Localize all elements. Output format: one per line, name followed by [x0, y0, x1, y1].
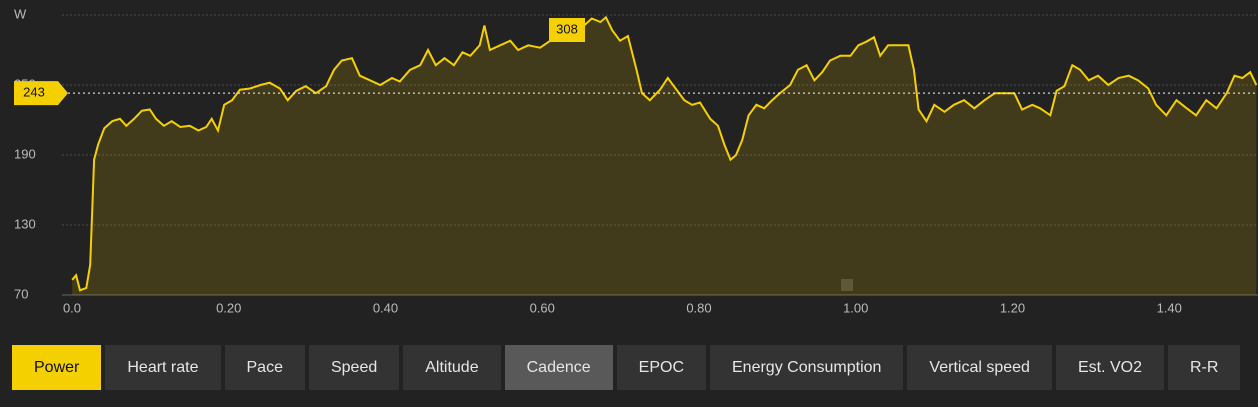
- tab[interactable]: EPOC: [616, 345, 706, 390]
- tab[interactable]: Altitude: [403, 345, 501, 390]
- x-tick-label: 0.80: [686, 300, 711, 315]
- tab-bar: Power Heart rate Pace Speed Altitude Cadence E…: [12, 345, 1241, 390]
- chart: W 701301902500.00.200.400.600.801.001.20…: [14, 6, 1258, 315]
- marker: [841, 279, 853, 291]
- max-label: 308: [556, 21, 578, 36]
- area: [72, 17, 1257, 296]
- average-label: 243: [23, 85, 45, 100]
- tab[interactable]: R-R: [1167, 345, 1241, 390]
- y-tick-label: 190: [14, 146, 36, 161]
- x-tick-label: 0.0: [63, 300, 81, 315]
- x-tick-label: 0.60: [530, 300, 555, 315]
- line: [71, 15, 1258, 292]
- x-tick-label: 1.00: [843, 300, 868, 315]
- y-tick-label: 70: [14, 286, 28, 301]
- x-tick-label: 0.20: [216, 300, 241, 315]
- y-axis-label: W: [14, 6, 27, 21]
- max-tag: [549, 18, 585, 42]
- tab[interactable]: Heart rate: [105, 345, 221, 390]
- x-tick-label: 1.20: [1000, 300, 1025, 315]
- tab[interactable]: Vertical speed: [907, 345, 1052, 390]
- x-tick-label: 0.40: [373, 300, 398, 315]
- tab[interactable]: Energy Consumption: [710, 345, 904, 390]
- tab[interactable]: Est. VO2: [1055, 345, 1164, 390]
- y-tick-label: 130: [14, 216, 36, 231]
- average-tag: [14, 81, 68, 106]
- tab[interactable]: Speed: [308, 345, 400, 390]
- tab[interactable]: Power: [12, 345, 102, 390]
- tab[interactable]: Cadence: [504, 345, 613, 390]
- x-tick-label: 1.40: [1157, 300, 1182, 315]
- tab[interactable]: Pace: [224, 345, 305, 390]
